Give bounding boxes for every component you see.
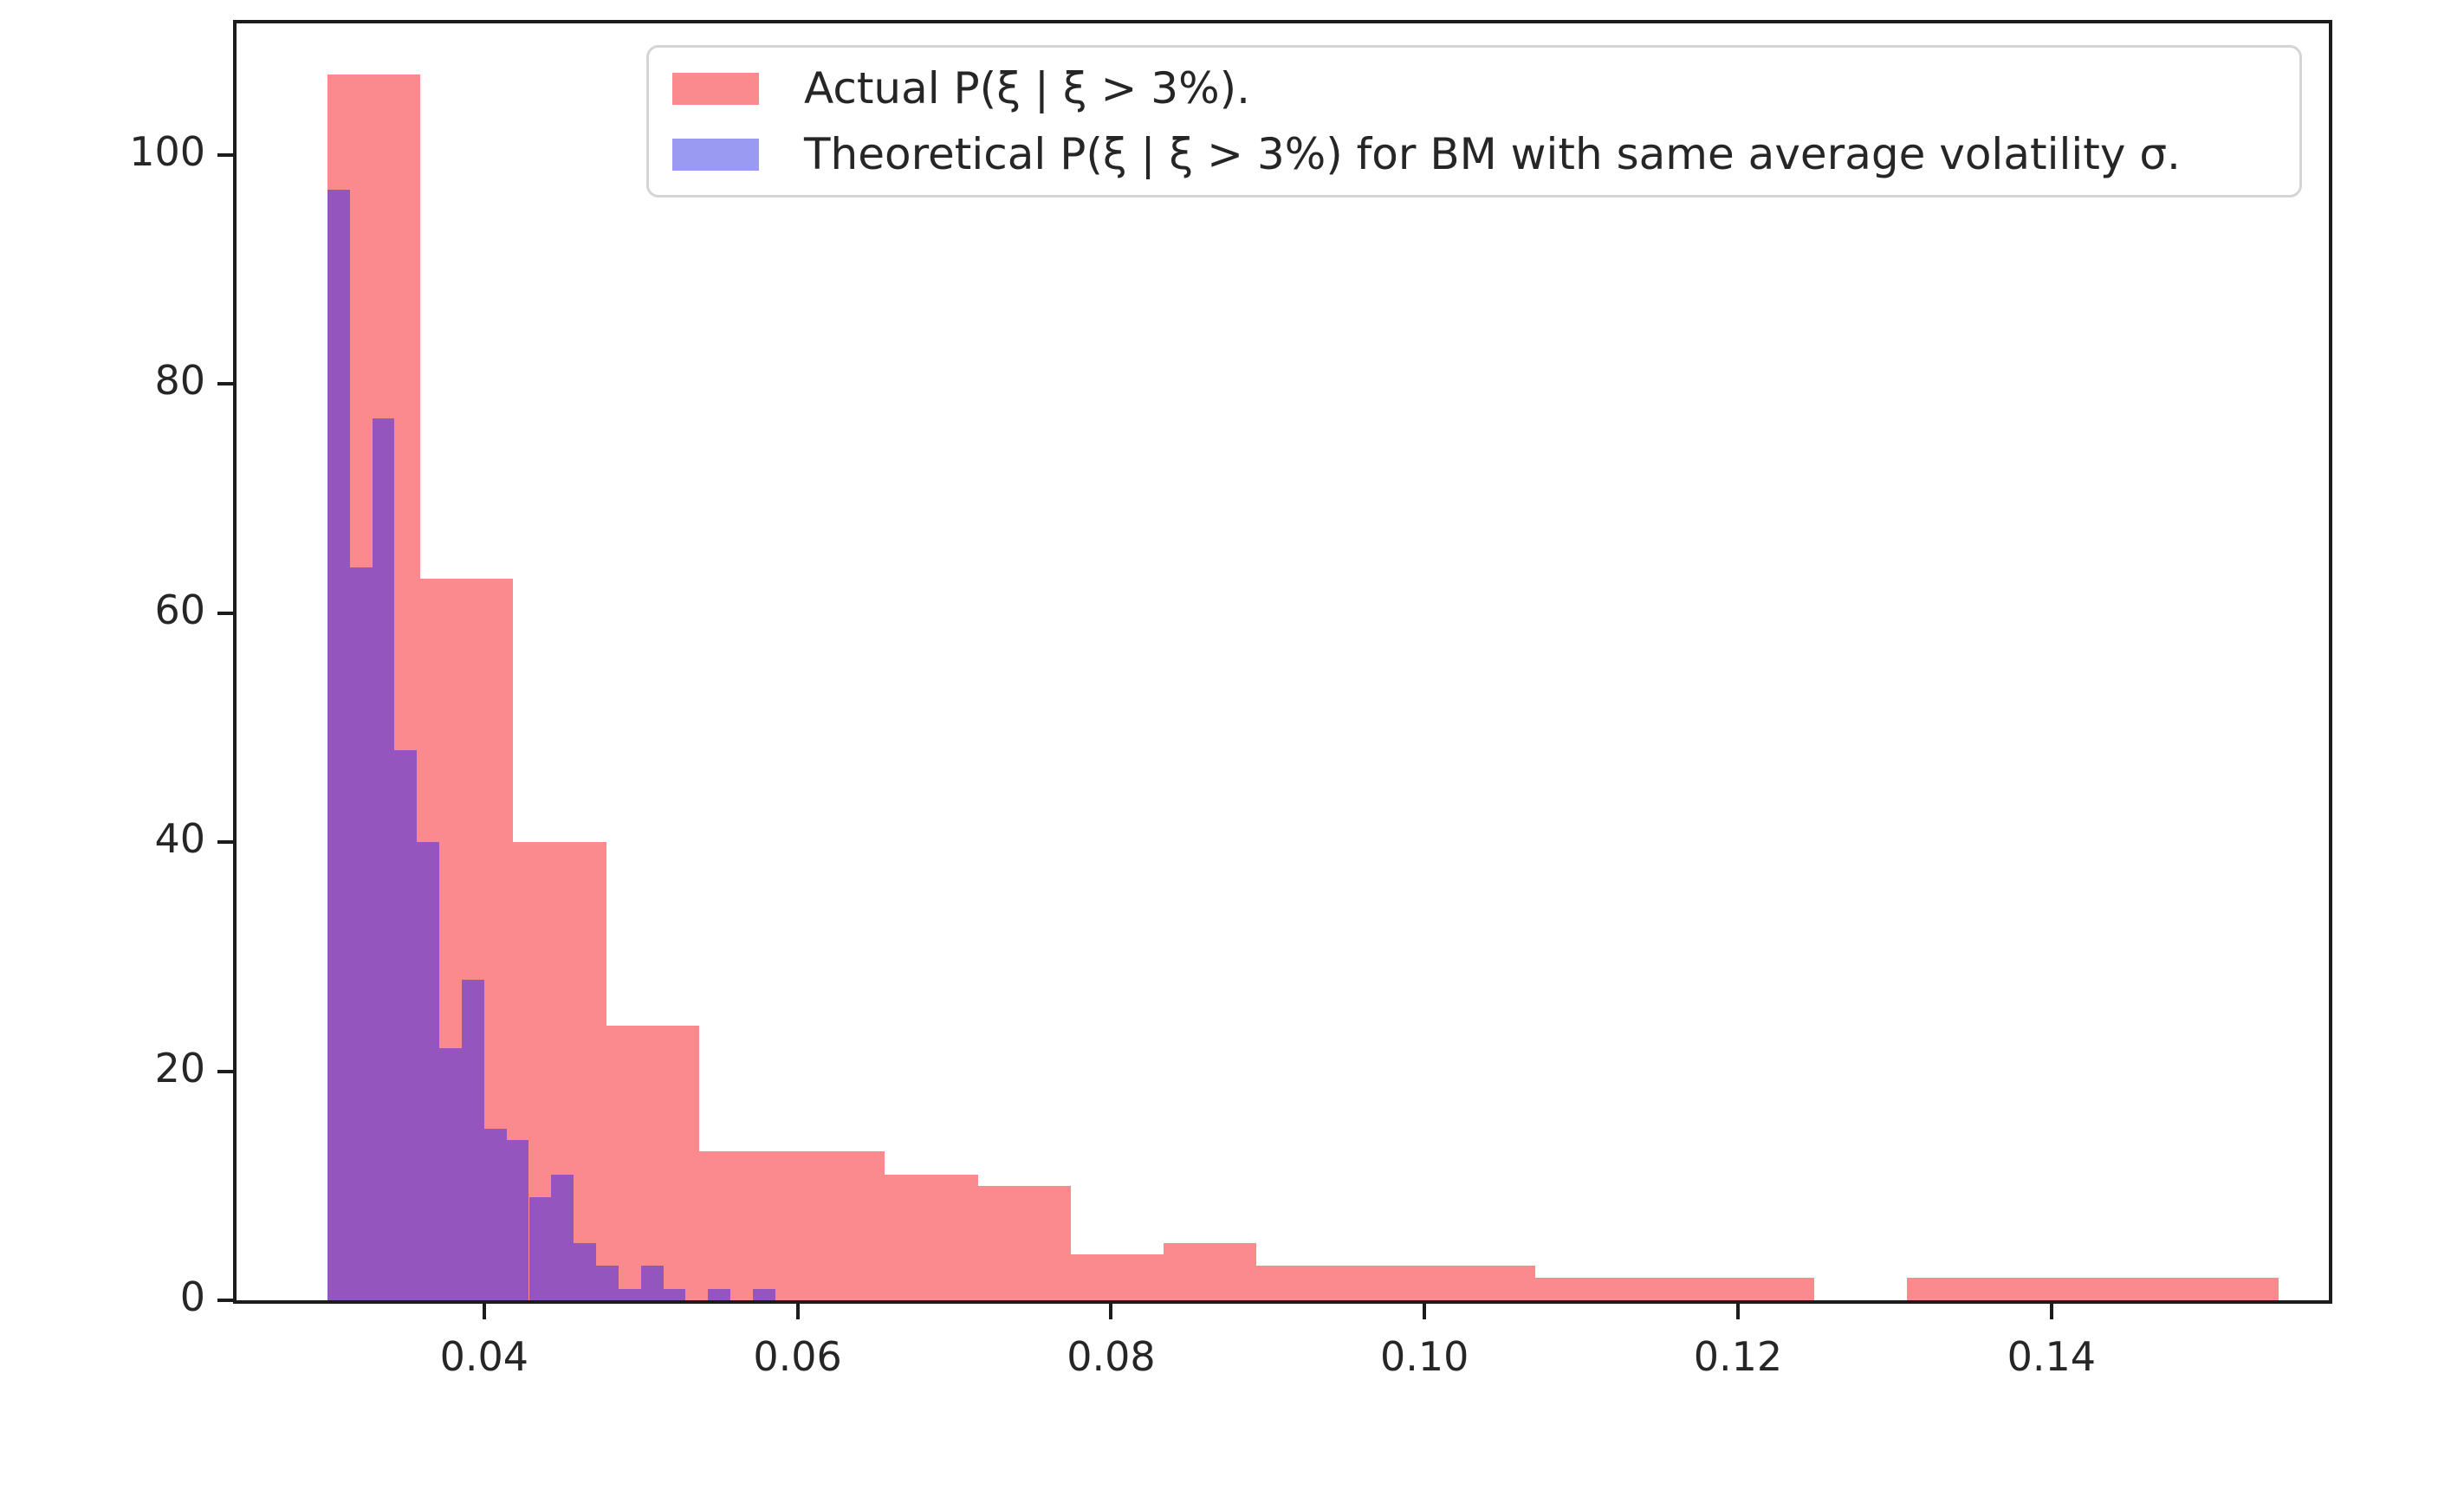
x-tick-mark: [482, 1304, 486, 1319]
histogram-bar: [977, 1185, 1071, 1300]
histogram-bar: [574, 1242, 597, 1300]
y-tick-label: 100: [129, 128, 205, 176]
histogram-bar: [372, 418, 395, 1300]
histogram-bar: [349, 567, 373, 1300]
histogram-bar: [528, 1197, 552, 1300]
histogram-bar: [698, 1151, 793, 1300]
legend: Actual P(ξ | ξ > 3%). Theoretical P(ξ | …: [646, 45, 2302, 198]
bars-layer: [237, 23, 2329, 1300]
histogram-bar: [2000, 1277, 2093, 1300]
theoretical-series-swatch: [672, 138, 759, 171]
histogram-bar: [663, 1288, 686, 1300]
histogram-bar: [1906, 1277, 2000, 1300]
y-tick-mark: [217, 611, 233, 615]
x-tick-mark: [1423, 1304, 1427, 1319]
histogram-bar: [1442, 1266, 1535, 1300]
histogram-bar: [1628, 1277, 1722, 1300]
plot-area: 0.04 0.06 0.08 0.10 0.12 0.14 0 20 40 60 80 100: [129, 20, 2332, 1380]
y-tick-mark: [217, 382, 233, 386]
histogram-bar: [461, 979, 484, 1300]
histogram-bar: [417, 842, 440, 1300]
y-tick-mark: [217, 1299, 233, 1302]
y-tick-label: 80: [154, 357, 205, 405]
histogram-bar: [596, 1266, 619, 1300]
theoretical-series-label: Theoretical P(ξ | ξ > 3%) for BM with sa…: [804, 129, 2181, 179]
histogram-bar: [792, 1151, 885, 1300]
histogram-bar: [439, 1048, 462, 1300]
legend-item-actual: Actual P(ξ | ξ > 3%).: [672, 63, 2299, 113]
x-tick-label: 0.12: [1693, 1333, 1783, 1380]
histogram-bar: [708, 1288, 731, 1300]
x-tick-mark: [1109, 1304, 1113, 1319]
histogram-bar: [1349, 1266, 1443, 1300]
y-tick-label: 20: [154, 1044, 205, 1092]
histogram-bar: [394, 750, 418, 1300]
histogram-bar: [2185, 1277, 2279, 1300]
histogram-bar: [1070, 1254, 1164, 1300]
histogram-bar: [1721, 1277, 1814, 1300]
x-tick-label: 0.08: [1067, 1333, 1156, 1380]
histogram-bar: [2092, 1277, 2186, 1300]
tick-layer: 0.04 0.06 0.08 0.10 0.12 0.14 0 20 40 60 80 100: [129, 23, 2329, 1380]
y-tick-label: 0: [179, 1273, 205, 1320]
x-tick-label: 0.06: [753, 1333, 842, 1380]
x-tick-label: 0.10: [1379, 1333, 1469, 1380]
x-tick-mark: [795, 1304, 800, 1319]
histogram-bar: [1535, 1277, 1629, 1300]
histogram-bar: [885, 1174, 978, 1300]
x-tick-label: 0.04: [439, 1333, 529, 1380]
y-tick-mark: [217, 153, 233, 158]
histogram-bar: [606, 1025, 699, 1300]
x-tick-mark: [1736, 1304, 1740, 1319]
y-tick-mark: [217, 1069, 233, 1073]
histogram-bar: [551, 1174, 574, 1300]
legend-item-theoretical: Theoretical P(ξ | ξ > 3%) for BM with sa…: [672, 129, 2299, 179]
histogram-bar: [506, 1139, 529, 1300]
histogram-bar: [1256, 1266, 1350, 1300]
histogram-bar: [752, 1288, 775, 1300]
actual-series-label: Actual P(ξ | ξ > 3%).: [804, 63, 1250, 113]
x-tick-mark: [2049, 1304, 2053, 1319]
histogram-bar: [483, 1128, 507, 1300]
x-tick-label: 0.14: [2007, 1333, 2096, 1380]
y-tick-label: 60: [154, 586, 205, 633]
y-tick-mark: [217, 840, 233, 845]
histogram-bar: [640, 1266, 664, 1300]
histogram-bar: [1164, 1242, 1257, 1300]
actual-series-swatch: [672, 72, 759, 105]
y-tick-label: 40: [154, 815, 205, 863]
histogram-bar: [618, 1288, 641, 1300]
histogram-bar: [327, 189, 350, 1300]
